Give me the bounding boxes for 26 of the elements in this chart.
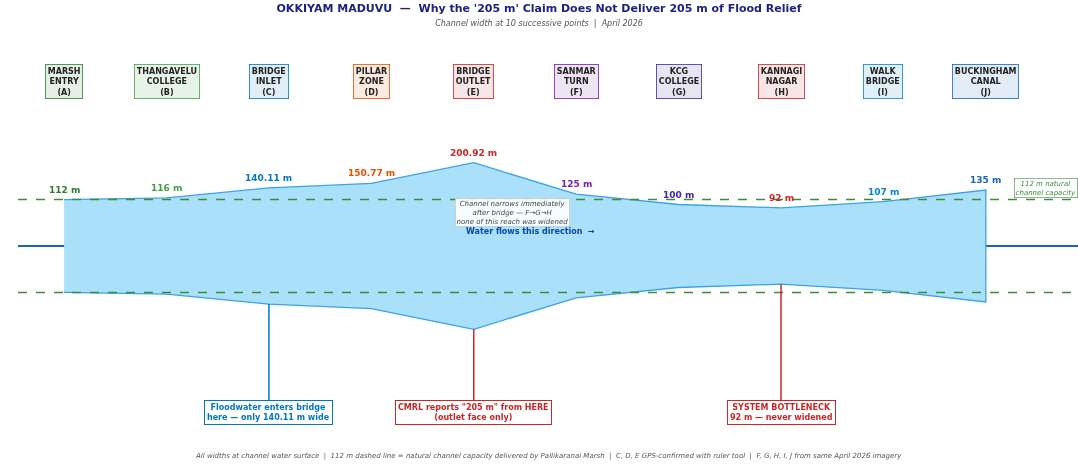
x-tick-label: BRIDGE INLET (C) — [251, 66, 286, 97]
x-tick-label: SANMAR TURN (F) — [556, 66, 596, 97]
annotation: SYSTEM BOTTLENECK 92 m — never widened — [730, 403, 833, 423]
data-label: 100 m — [663, 190, 695, 200]
x-tick-label: BRIDGE OUTLET (E) — [455, 66, 492, 97]
data-label: 125 m — [561, 179, 593, 189]
annotation: Floodwater enters bridge here — only 140.11 m wide — [207, 403, 330, 423]
x-tick-label: PILLAR ZONE (D) — [355, 66, 388, 97]
x-tick-label: THANGAVELU COLLEGE (B) — [136, 66, 198, 97]
x-tick-label: BUCKINGHAM CANAL (J) — [954, 66, 1017, 97]
data-label: 107 m — [868, 187, 900, 197]
x-tick-label: WALK BRIDGE (I) — [865, 66, 900, 97]
x-tick-label: KCG COLLEGE (G) — [658, 66, 700, 97]
data-label: 112 m — [49, 185, 81, 195]
x-tick-label: KANNAGI NAGAR (H) — [760, 66, 803, 97]
annotation: CMRL reports "205 m" from HERE (outlet face only) — [398, 403, 549, 423]
chart-subtitle: Channel width at 10 successive points | April 2026 — [435, 19, 643, 28]
data-label: 150.77 m — [348, 168, 396, 178]
chart-title: OKKIYAM MADUVU — Why the '205 m' Claim Does Not Deliver 205 m of Flood Relief — [276, 1, 802, 15]
x-tick-label: MARSH ENTRY (A) — [47, 66, 81, 97]
data-label: 135 m — [970, 175, 1002, 185]
data-label: 116 m — [151, 183, 183, 193]
data-label: 140.11 m — [245, 173, 293, 183]
data-label: 92 m — [769, 193, 795, 203]
annotation: Water flows this direction → — [466, 227, 595, 236]
data-label: 200.92 m — [450, 148, 498, 158]
